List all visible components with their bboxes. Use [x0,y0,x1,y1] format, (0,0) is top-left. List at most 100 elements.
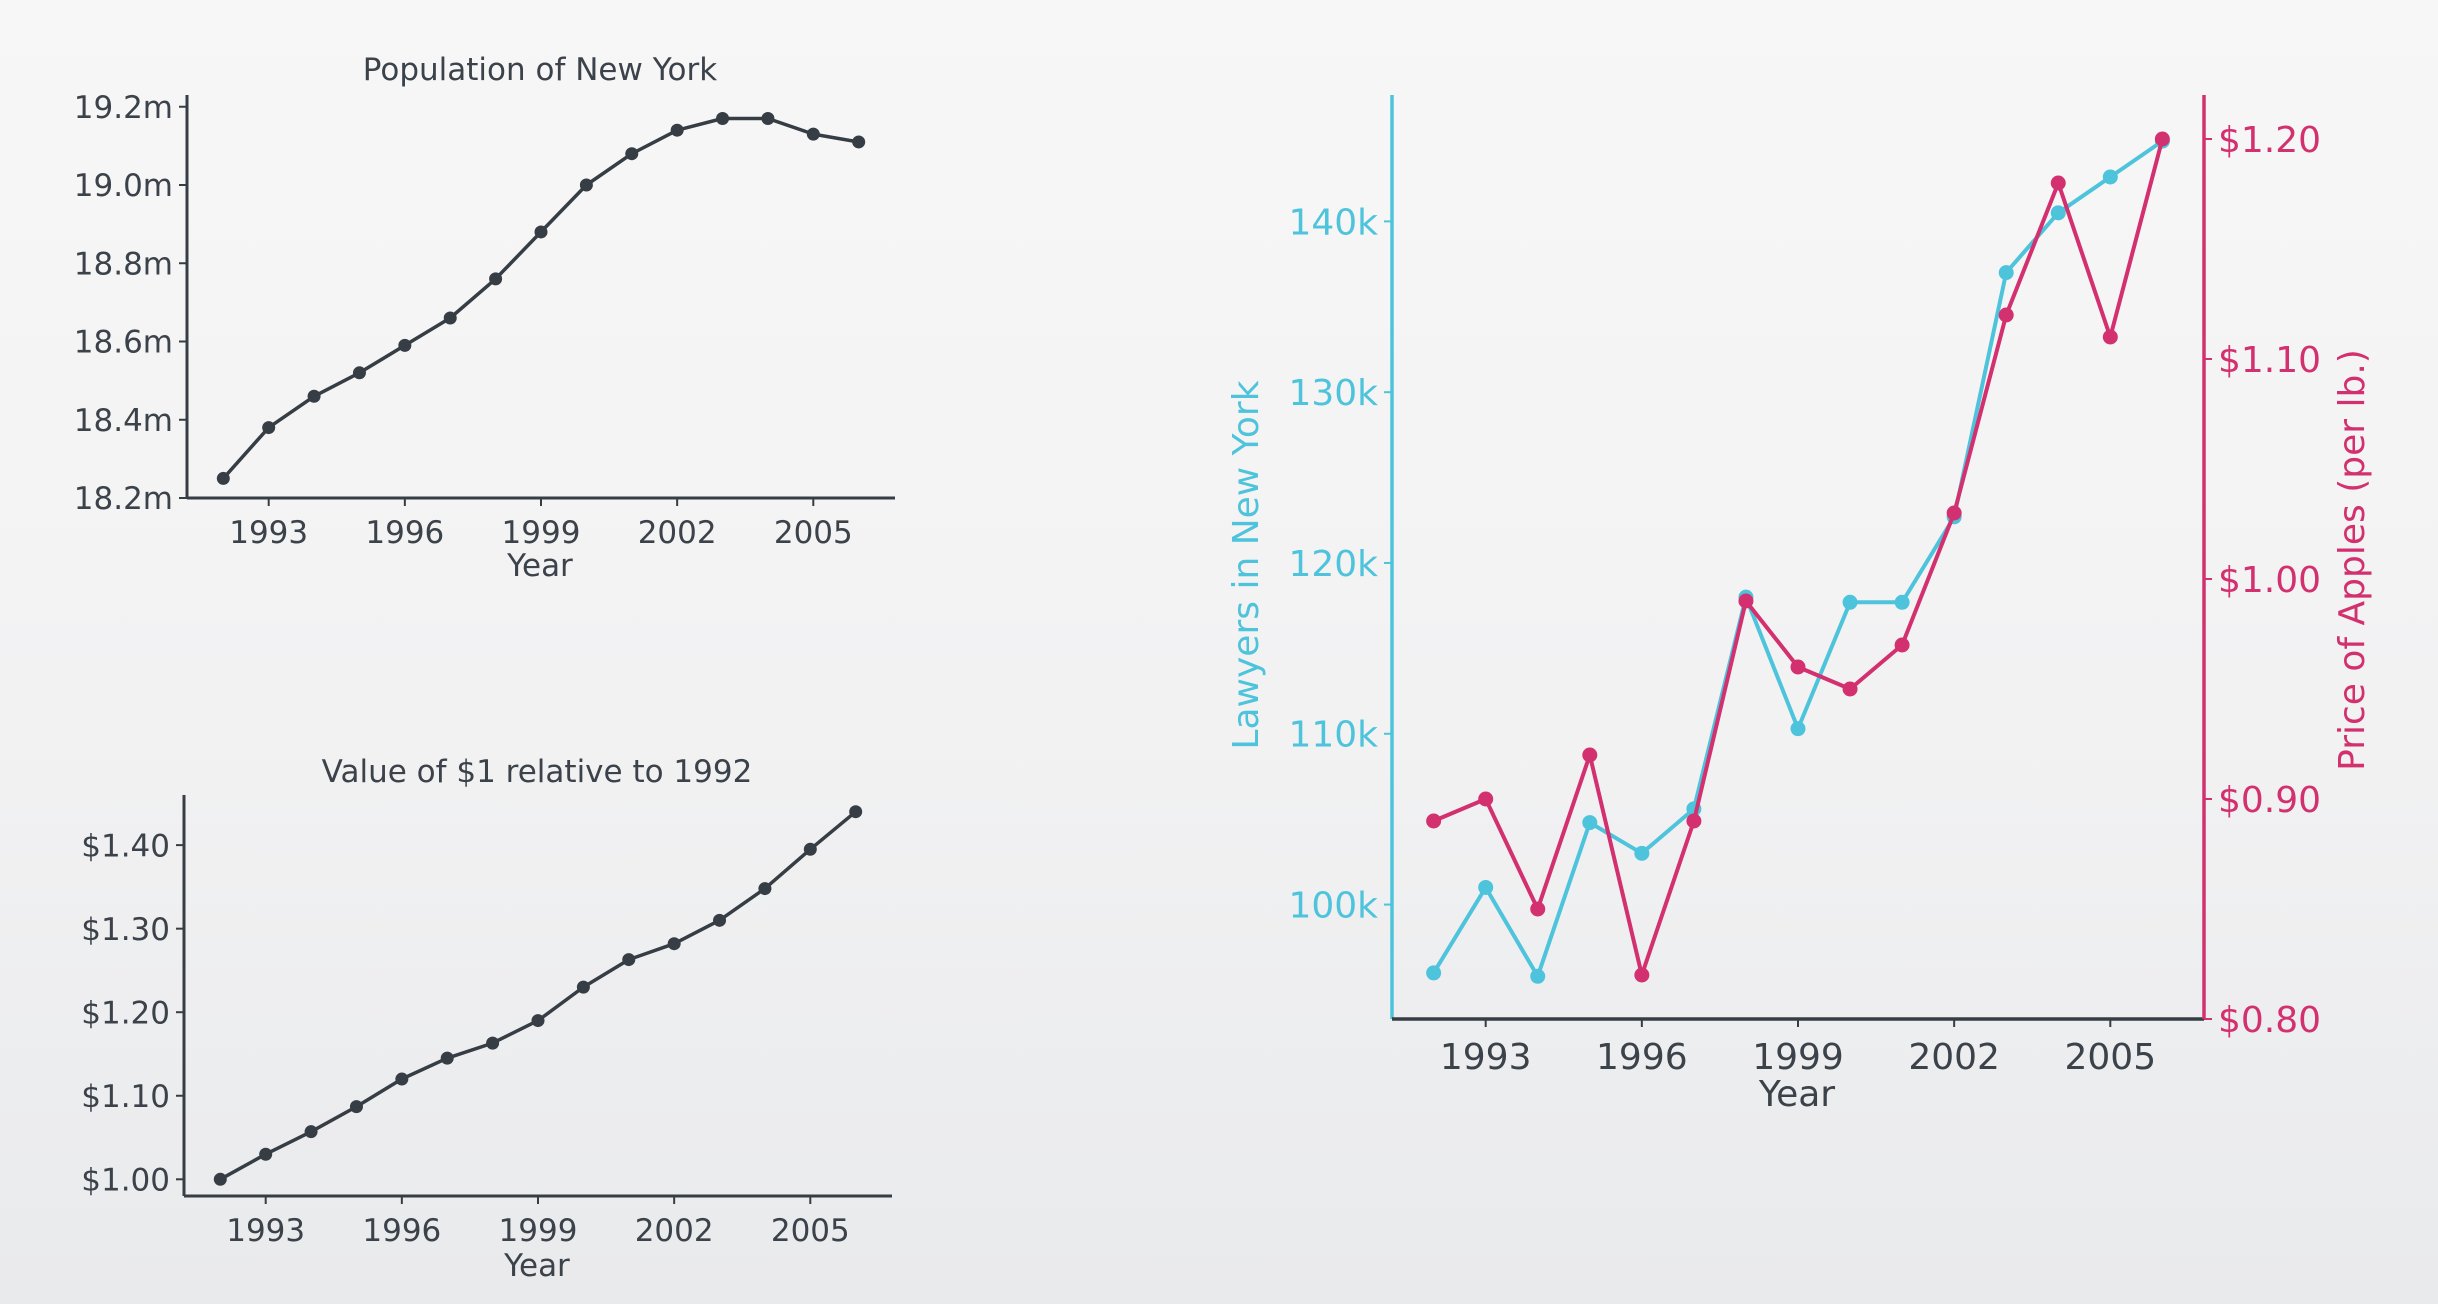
data-point [398,338,412,352]
y-tick-label: 110k [1288,715,1378,756]
data-point [667,937,681,951]
data-point [1686,813,1702,829]
data-point [803,842,817,856]
x-tick-label: 1993 [1440,1037,1532,1078]
y2-tick-label: $0.90 [2218,780,2321,821]
y-axis-label-left: Lawyers in New York [1226,380,1267,749]
y-tick-label: 100k [1288,886,1378,927]
data-point [486,1036,500,1050]
y-tick-label: 140k [1288,202,1378,243]
data-point [2154,131,2170,147]
x-tick-label: 1999 [502,515,581,551]
x-axis-label: Year [1758,1074,1835,1115]
data-point [395,1072,409,1086]
y-tick-label: 18.6m [74,325,173,361]
x-tick-label: 1996 [362,1213,441,1249]
data-point [1894,637,1910,653]
y-tick-label: 18.4m [74,403,173,439]
dollar-value-chart: Value of $1 relative to 1992 1993 1996 199… [81,754,892,1284]
data-point [849,805,863,819]
data-point [443,311,457,325]
data-point [713,913,727,927]
x-tick-label: 2005 [771,1213,850,1249]
data-point [1842,681,1858,697]
y-tick-label: 130k [1288,373,1378,414]
y-tick-label: 19.0m [74,168,173,204]
data-point [625,147,639,161]
population-chart: Population of New York 1993 1996 1999 2002 2… [74,52,895,584]
data-point [534,225,548,239]
data-point [213,1172,227,1186]
y2-tick-label: $1.10 [2218,340,2321,381]
data-point [1790,659,1806,675]
data-point [1426,965,1442,981]
x-tick-label: 2005 [774,515,853,551]
data-point [1946,505,1962,521]
data-point [216,471,230,485]
data-point [1530,901,1546,917]
data-point [1842,594,1858,610]
data-point [1478,879,1494,895]
data-point [2102,169,2118,185]
data-point [576,980,590,994]
y-tick-label: 19.2m [74,90,173,126]
series-line [219,810,857,1181]
x-tick-label: 1999 [499,1213,578,1249]
data-point [349,1100,363,1114]
data-point [1998,265,2014,281]
data-point [489,272,503,286]
data-point [1530,968,1546,984]
data-point [1634,845,1650,861]
data-point [670,123,684,137]
y2-tick-label: $0.80 [2218,1000,2321,1041]
data-point [758,882,772,896]
x-tick-label: 2002 [638,515,717,551]
data-point [259,1147,273,1161]
data-point [716,111,730,125]
y-tick-label: $1.10 [81,1079,170,1115]
series-line [1431,139,2164,979]
data-point [1738,593,1754,609]
data-point [262,421,276,435]
y-tick-label: $1.30 [81,912,170,948]
data-point [352,366,366,380]
data-point [1426,813,1442,829]
data-point [1634,967,1650,983]
data-point [2050,205,2066,221]
data-point [2050,175,2066,191]
x-tick-label: 1996 [365,515,444,551]
data-point [579,178,593,192]
x-tick-label: 1999 [1752,1037,1844,1078]
y2-tick-label: $1.00 [2218,560,2321,601]
series-line [1432,138,2165,977]
data-point [440,1051,454,1065]
x-axis-label: Year [503,1248,570,1284]
data-point [622,953,636,967]
data-point [307,389,321,403]
data-point [304,1125,318,1139]
lawyers-apples-chart: 1993 1996 1999 2002 2005 100k 110k 120k 130k 140k… [1226,95,2373,1115]
data-point [806,127,820,141]
y-tick-label: $1.40 [81,828,170,864]
y-tick-label: 18.8m [74,246,173,282]
data-point [531,1014,545,1028]
x-tick-label: 2002 [635,1213,714,1249]
data-point [852,135,866,149]
data-point [1582,747,1598,763]
data-point [1998,307,2014,323]
data-point [761,111,775,125]
data-point [1478,791,1494,807]
x-axis-label: Year [506,548,573,584]
y-tick-label: 120k [1288,544,1378,585]
y-tick-label: 18.2m [74,481,173,517]
x-tick-label: 1996 [1596,1037,1688,1078]
data-point [1894,594,1910,610]
data-point [2102,329,2118,345]
y-tick-label: $1.20 [81,995,170,1031]
x-tick-label: 2002 [1908,1037,2000,1078]
data-point [1790,721,1806,737]
chart-title: Population of New York [363,52,717,88]
y-tick-label: $1.00 [81,1162,170,1198]
data-point [1582,815,1598,831]
